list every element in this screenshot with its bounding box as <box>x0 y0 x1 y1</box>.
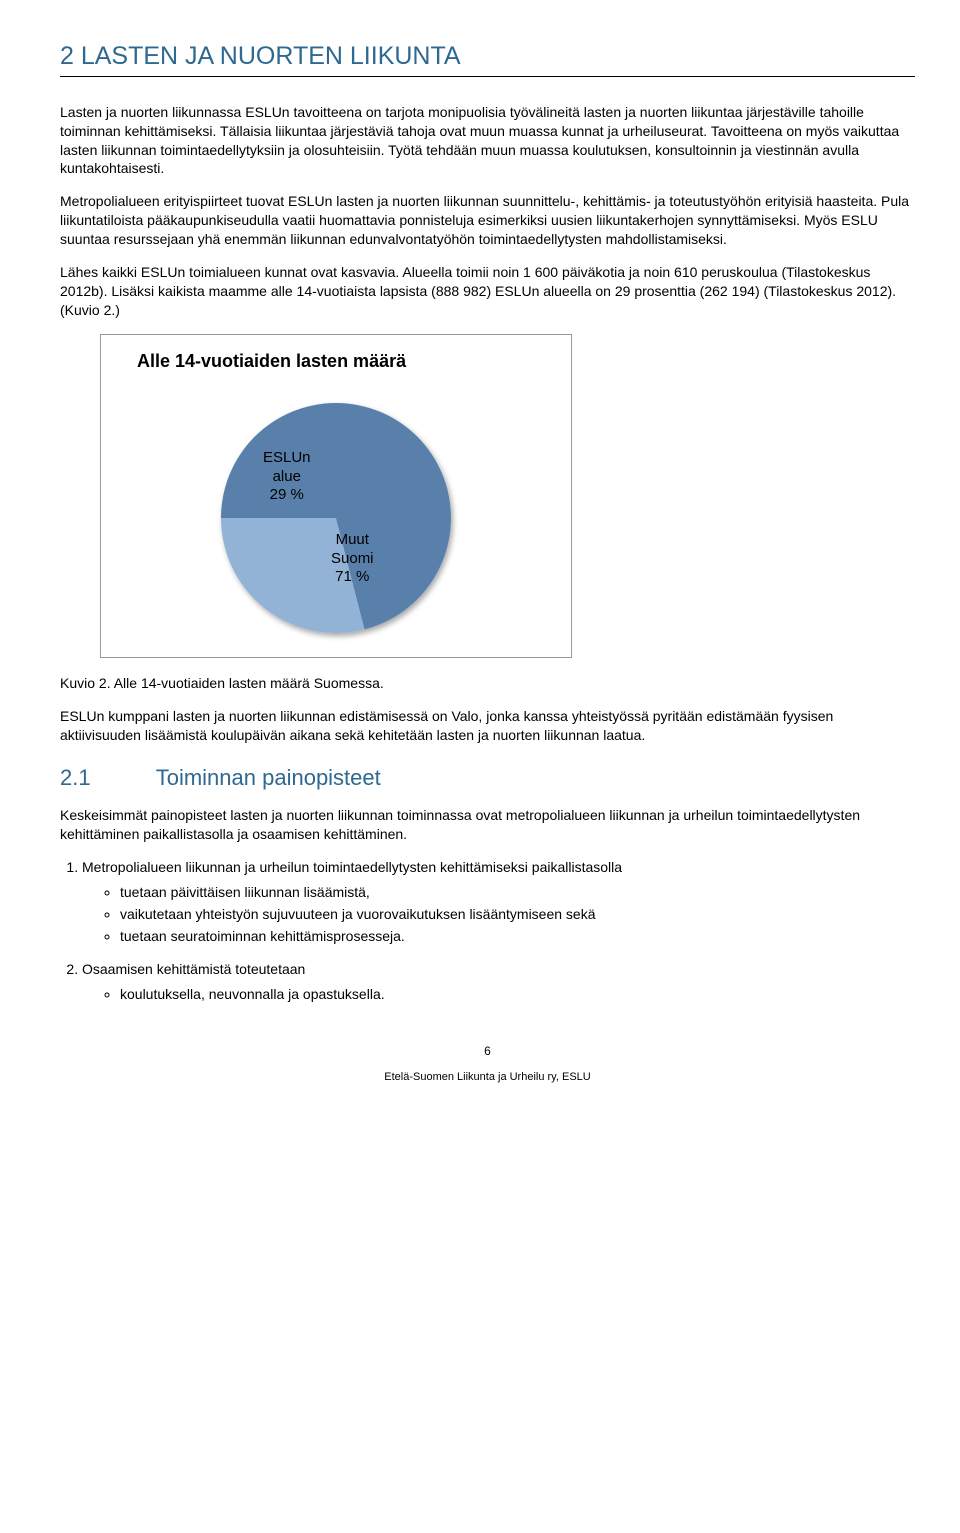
pie-chart-container: Alle 14-vuotiaiden lasten määrä ESLUnalu… <box>100 334 572 658</box>
bullet-item: tuetaan päivittäisen liikunnan lisäämist… <box>120 883 915 902</box>
pie-graphic <box>221 403 451 633</box>
subheading-text: Toiminnan painopisteet <box>156 765 381 790</box>
numbered-item-1: Metropolialueen liikunnan ja urheilun to… <box>82 858 915 946</box>
page-heading: 2 LASTEN JA NUORTEN LIIKUNTA <box>60 40 915 77</box>
intro-paragraph-3: Lähes kaikki ESLUn toimialueen kunnat ov… <box>60 263 915 320</box>
pie-slice-label-muut: MuutSuomi71 % <box>331 531 374 587</box>
bullet-list-2: koulutuksella, neuvonnalla ja opastuksel… <box>120 985 915 1004</box>
intro-paragraph-2: Metropolialueen erityispiirteet tuovat E… <box>60 192 915 249</box>
footer-organization: Etelä-Suomen Liikunta ja Urheilu ry, ESL… <box>60 1070 915 1085</box>
chart-caption: Kuvio 2. Alle 14-vuotiaiden lasten määrä… <box>60 674 915 693</box>
intro-paragraph-1: Lasten ja nuorten liikunnassa ESLUn tavo… <box>60 103 915 179</box>
chart-title: Alle 14-vuotiaiden lasten määrä <box>137 349 571 373</box>
numbered-item-2-text: Osaamisen kehittämistä toteutetaan <box>82 961 305 977</box>
numbered-list: Metropolialueen liikunnan ja urheilun to… <box>60 858 915 1003</box>
pie-chart: ESLUnalue29 % MuutSuomi71 % <box>221 403 451 633</box>
page-footer: 6 Etelä-Suomen Liikunta ja Urheilu ry, E… <box>60 1043 915 1084</box>
bullet-item: koulutuksella, neuvonnalla ja opastuksel… <box>120 985 915 1004</box>
pie-slice-label-eslu: ESLUnalue29 % <box>263 449 311 505</box>
page-number: 6 <box>60 1043 915 1059</box>
painopisteet-intro: Keskeisimmät painopisteet lasten ja nuor… <box>60 806 915 844</box>
subheading-number: 2.1 <box>60 763 150 793</box>
subheading: 2.1 Toiminnan painopisteet <box>60 763 915 793</box>
numbered-item-2: Osaamisen kehittämistä toteutetaan koulu… <box>82 960 915 1004</box>
bullet-item: vaikutetaan yhteistyön sujuvuuteen ja vu… <box>120 905 915 924</box>
partner-paragraph: ESLUn kumppani lasten ja nuorten liikunn… <box>60 707 915 745</box>
numbered-item-1-text: Metropolialueen liikunnan ja urheilun to… <box>82 859 622 875</box>
bullet-item: tuetaan seuratoiminnan kehittämisprosess… <box>120 927 915 946</box>
bullet-list-1: tuetaan päivittäisen liikunnan lisäämist… <box>120 883 915 946</box>
